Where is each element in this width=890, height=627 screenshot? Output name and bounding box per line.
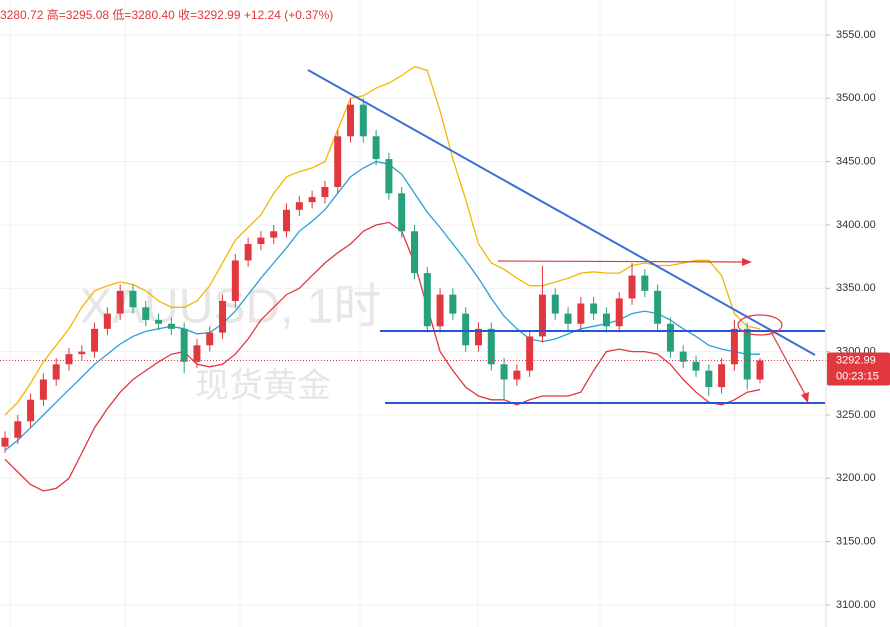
candle-body — [730, 328, 738, 365]
candle-body — [39, 379, 47, 400]
candle-body — [295, 202, 303, 210]
candle-body — [347, 104, 355, 137]
y-tick-label: 3550.00 — [836, 29, 876, 41]
candle-body — [180, 328, 188, 362]
price-tag-label: 3292.99 — [836, 354, 876, 366]
candle-body — [78, 351, 86, 355]
candle-body — [654, 290, 662, 324]
trendline — [307, 69, 816, 356]
ohlc-header: 3280.72 高=3295.08 低=3280.40 收=3292.99 +1… — [0, 7, 333, 22]
candle-body — [500, 364, 508, 380]
candle-body — [743, 328, 751, 380]
candle-body — [334, 136, 342, 187]
candle-body — [564, 313, 572, 324]
arrow-line — [769, 329, 807, 397]
candle-body — [155, 319, 163, 324]
candle-body — [142, 307, 150, 320]
candle-body — [116, 290, 124, 314]
candle-body — [423, 273, 431, 327]
candle-body — [590, 303, 598, 314]
candle-body — [436, 294, 444, 327]
circle-mark — [737, 314, 783, 336]
candle-body — [308, 197, 316, 203]
y-tick-label: 3500.00 — [836, 92, 876, 104]
band-line — [4, 160, 760, 451]
candle-body — [551, 294, 559, 314]
candle-body — [14, 421, 22, 438]
candle-body — [756, 360, 764, 380]
candle-body — [666, 323, 674, 352]
candle-body — [52, 364, 60, 380]
vertical-grid — [9, 0, 736, 627]
candle-body — [449, 294, 457, 314]
candle-body — [270, 231, 278, 238]
y-tick-label: 3150.00 — [836, 536, 876, 548]
candle-body — [398, 193, 406, 232]
price-tag — [827, 352, 890, 386]
candle-body — [359, 104, 367, 137]
y-tick-label: 3200.00 — [836, 472, 876, 484]
candle-body — [372, 136, 380, 160]
candle-body — [206, 332, 214, 346]
candle-body — [219, 300, 227, 333]
candle-body — [385, 159, 393, 194]
candle-body — [718, 364, 726, 388]
candle-body — [257, 237, 265, 244]
candle-body — [692, 361, 700, 371]
candle-body — [679, 351, 687, 362]
candle-body — [628, 275, 636, 299]
drawings — [307, 69, 825, 404]
candle-body — [27, 399, 35, 422]
candle-body — [487, 328, 495, 365]
candle-body — [462, 313, 470, 346]
candle-body — [641, 275, 649, 291]
y-tick-label: 3250.00 — [836, 409, 876, 421]
band-line — [4, 65, 761, 416]
candle-body — [321, 186, 329, 198]
watermark-name: 现货黄金 — [195, 367, 331, 405]
candle-body — [577, 303, 585, 324]
candle-body — [65, 354, 73, 365]
candle-body — [615, 298, 623, 327]
candle-body — [474, 328, 482, 346]
candle-body — [91, 328, 99, 352]
band-line — [4, 221, 761, 492]
candle-body — [283, 209, 291, 232]
candle-body — [129, 290, 137, 308]
y-tick-label: 3400.00 — [836, 219, 876, 231]
y-tick-label: 3350.00 — [836, 282, 876, 294]
candle-body — [103, 313, 111, 329]
y-tick-label: 3450.00 — [836, 156, 876, 168]
candle-body — [526, 336, 534, 371]
candle-body — [193, 345, 201, 362]
candle-body — [1, 437, 9, 447]
countdown: 00:23:15 — [836, 370, 879, 382]
candle-body — [602, 313, 610, 327]
y-tick-label: 3100.00 — [836, 599, 876, 611]
arrow-line — [497, 260, 746, 263]
arrow-head — [742, 258, 752, 266]
candle-body — [513, 370, 521, 380]
candle-body — [410, 231, 418, 274]
candle-body — [244, 243, 252, 261]
candle-body — [538, 294, 546, 337]
candle-body — [231, 260, 239, 301]
candle-body — [167, 323, 175, 329]
arrow-head — [801, 392, 809, 403]
candle-body — [705, 370, 713, 388]
